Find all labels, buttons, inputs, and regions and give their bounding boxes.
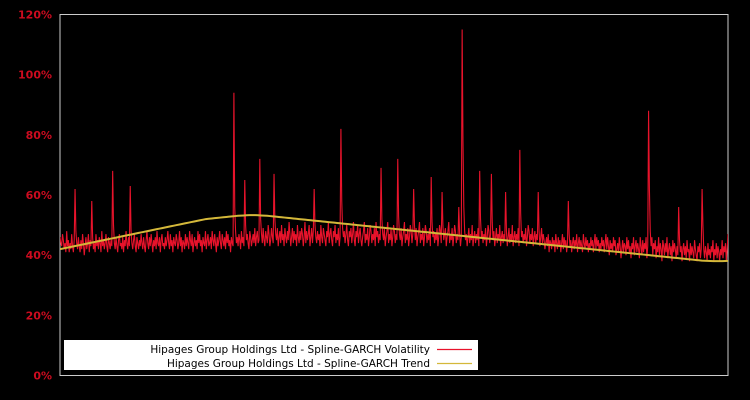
y-axis-tick-labels: 0% 20% 40% 60% 80% 100% 120% bbox=[18, 9, 52, 383]
plot-area-border bbox=[59, 14, 729, 376]
legend-background bbox=[64, 340, 478, 370]
y-tick-label: 120% bbox=[18, 9, 52, 22]
y-tick-label: 40% bbox=[26, 249, 52, 262]
y-tick-label: 100% bbox=[18, 69, 52, 82]
y-tick-label: 20% bbox=[26, 309, 52, 322]
y-tick-label: 0% bbox=[33, 370, 52, 383]
legend-label-trend: Hipages Group Holdings Ltd - Spline-GARC… bbox=[167, 358, 430, 370]
chart-legend[interactable]: Hipages Group Holdings Ltd - Spline-GARC… bbox=[64, 340, 478, 370]
y-tick-label: 60% bbox=[26, 189, 52, 202]
y-tick-label: 80% bbox=[26, 129, 52, 142]
series-line-trend bbox=[60, 214, 728, 263]
legend-label-volatility: Hipages Group Holdings Ltd - Spline-GARC… bbox=[150, 344, 430, 356]
